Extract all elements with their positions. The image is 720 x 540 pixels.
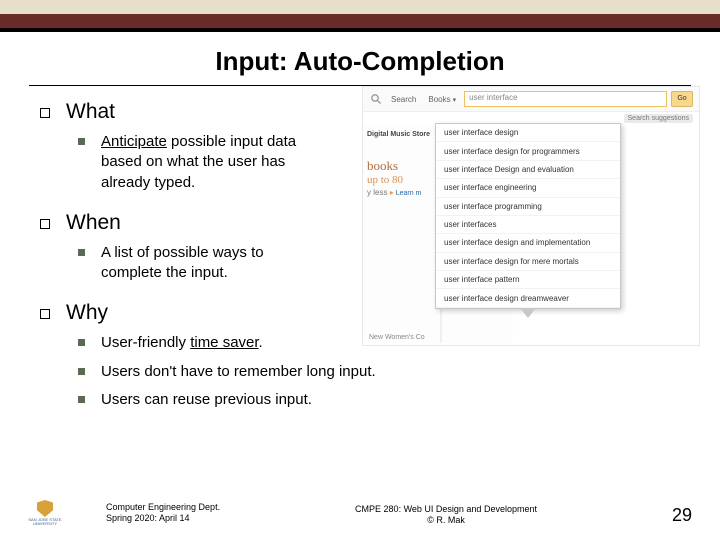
filled-square-bullet xyxy=(78,368,85,375)
dropdown-item[interactable]: user interface design for programmers xyxy=(436,142,620,160)
section-heading: When xyxy=(66,211,121,235)
dropdown-item[interactable]: user interface design for mere mortals xyxy=(436,253,620,271)
section-heading: What xyxy=(66,100,115,124)
list-item: Users can reuse previous input. xyxy=(78,390,680,410)
promo-discount: up to 80 xyxy=(367,174,436,186)
search-label: Search xyxy=(387,93,420,106)
page-number: 29 xyxy=(672,505,692,526)
go-button[interactable]: Go xyxy=(671,91,693,107)
band-black xyxy=(0,28,720,32)
dropdown-item[interactable]: user interface programming xyxy=(436,198,620,216)
screenshot-left-panel: Digital Music Store books up to 80 y les… xyxy=(363,125,441,343)
dropdown-item[interactable]: user interface pattern xyxy=(436,271,620,289)
books-tab[interactable]: Books▾ xyxy=(424,93,460,106)
suggestions-pill[interactable]: Search suggestions xyxy=(624,114,693,123)
item-text: Users don't have to remember long input. xyxy=(101,362,376,382)
filled-square-bullet xyxy=(78,249,85,256)
footer-center: CMPE 280: Web UI Design and Development … xyxy=(355,504,537,527)
hollow-square-bullet xyxy=(40,108,50,118)
footer-left: SAN JOSE STATE UNIVERSITY Computer Engin… xyxy=(28,500,220,526)
dropdown-item[interactable]: user interface Design and evaluation xyxy=(436,161,620,179)
hollow-square-bullet xyxy=(40,309,50,319)
bottom-label: New Women's Co xyxy=(369,334,425,341)
slide-title: Input: Auto-Completion xyxy=(0,46,720,77)
chevron-down-icon: ▾ xyxy=(453,97,457,104)
item-text: Anticipate possible input data based on … xyxy=(101,132,321,193)
footer-dept: Computer Engineering Dept. Spring 2020: … xyxy=(106,502,220,525)
section-heading: Why xyxy=(66,301,108,325)
filled-square-bullet xyxy=(78,396,85,403)
autocomplete-dropdown: user interface design user interface des… xyxy=(435,123,621,309)
shield-icon xyxy=(37,500,53,517)
filled-square-bullet xyxy=(78,138,85,145)
dropdown-pointer-icon xyxy=(520,308,536,318)
dropdown-item[interactable]: user interface design xyxy=(436,124,620,142)
learn-more-link[interactable]: Learn m xyxy=(396,190,422,197)
digital-music-label: Digital Music Store xyxy=(367,131,436,138)
search-icon xyxy=(369,92,383,106)
search-input[interactable]: user interface xyxy=(464,91,667,107)
list-item: Users don't have to remember long input. xyxy=(78,362,680,382)
screenshot-topbar: Search Books▾ user interface Go xyxy=(363,87,699,112)
autocomplete-screenshot: Search Books▾ user interface Go Search s… xyxy=(362,86,700,346)
dropdown-item[interactable]: user interface design dreamweaver xyxy=(436,289,620,307)
promo-books: books xyxy=(367,158,436,174)
arrow-icon: ▸ xyxy=(390,188,394,197)
promo-sub2: y less ▸Learn m xyxy=(367,188,436,197)
item-text: User-friendly time saver. xyxy=(101,333,263,353)
sjsu-logo: SAN JOSE STATE UNIVERSITY xyxy=(28,500,62,526)
logo-text: SAN JOSE STATE UNIVERSITY xyxy=(28,518,61,526)
content-area: What Anticipate possible input data base… xyxy=(0,86,720,410)
dropdown-item[interactable]: user interfaces xyxy=(436,216,620,234)
screenshot-body: Digital Music Store books up to 80 y les… xyxy=(363,125,699,343)
hollow-square-bullet xyxy=(40,219,50,229)
dropdown-item[interactable]: user interface engineering xyxy=(436,179,620,197)
item-text: Users can reuse previous input. xyxy=(101,390,312,410)
band-cream xyxy=(0,0,720,14)
band-maroon xyxy=(0,14,720,28)
top-bands xyxy=(0,0,720,32)
filled-square-bullet xyxy=(78,339,85,346)
item-text: A list of possible ways to complete the … xyxy=(101,243,321,284)
dropdown-item[interactable]: user interface design and implementation xyxy=(436,234,620,252)
footer: SAN JOSE STATE UNIVERSITY Computer Engin… xyxy=(0,500,720,526)
